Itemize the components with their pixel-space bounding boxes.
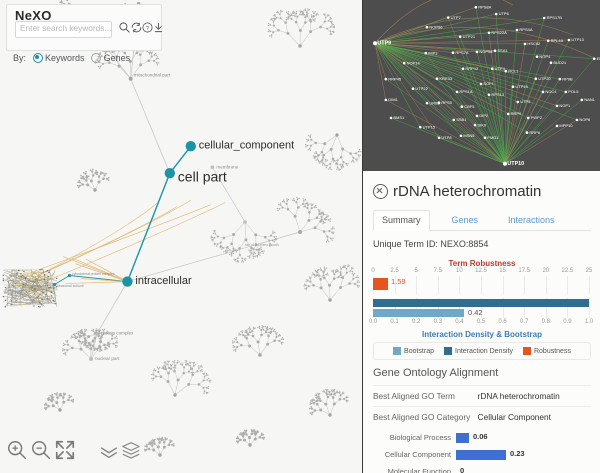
svg-text:RRP45: RRP45 xyxy=(388,76,402,81)
svg-text:UTP21: UTP21 xyxy=(463,34,476,39)
svg-text:NOP58: NOP58 xyxy=(479,49,493,54)
svg-text:RPS17B: RPS17B xyxy=(547,15,563,20)
svg-text:RPS8A: RPS8A xyxy=(478,4,491,9)
svg-text:protein complex: protein complex xyxy=(101,331,134,336)
svg-text:RRP6: RRP6 xyxy=(529,130,540,135)
svg-text:SSB1: SSB1 xyxy=(456,117,467,122)
svg-text:mitochondrial part: mitochondrial part xyxy=(134,73,171,78)
svg-text:IMP3: IMP3 xyxy=(428,50,438,55)
svg-text:FMG1: FMG1 xyxy=(487,135,499,140)
svg-text:UTP8: UTP8 xyxy=(441,135,452,140)
svg-text:RPS13: RPS13 xyxy=(491,92,504,97)
svg-text:cell part: cell part xyxy=(178,169,227,185)
svg-text:site of polarized growth: site of polarized growth xyxy=(245,243,279,247)
svg-text:RCL1: RCL1 xyxy=(508,68,519,73)
svg-text:nuclear part: nuclear part xyxy=(95,356,120,361)
svg-text:UTP10: UTP10 xyxy=(507,161,524,167)
svg-text:SOF1: SOF1 xyxy=(483,81,494,86)
svg-text:UTP6: UTP6 xyxy=(499,11,510,16)
svg-text:MPP10: MPP10 xyxy=(559,123,573,128)
svg-text:RRP9: RRP9 xyxy=(511,111,522,116)
svg-text:NOP1: NOP1 xyxy=(559,103,571,108)
svg-text:RRP12: RRP12 xyxy=(465,66,479,71)
svg-text:ENP1: ENP1 xyxy=(597,56,600,61)
svg-text:RPS1A: RPS1A xyxy=(459,89,472,94)
svg-text:DIM1: DIM1 xyxy=(388,97,398,102)
svg-text:MSN5: MSN5 xyxy=(463,133,475,138)
svg-text:KRE33: KRE33 xyxy=(439,76,452,81)
svg-text:POL5: POL5 xyxy=(568,89,579,94)
svg-text:ribosomal subunit: ribosomal subunit xyxy=(57,284,84,288)
svg-text:BMS1: BMS1 xyxy=(393,115,405,120)
svg-text:RPS7A: RPS7A xyxy=(455,50,468,55)
svg-text:RPS22A: RPS22A xyxy=(491,30,507,35)
svg-text:UTP13: UTP13 xyxy=(571,37,584,42)
svg-text:UTP22: UTP22 xyxy=(415,86,428,91)
svg-text:SIK6: SIK6 xyxy=(477,122,486,127)
svg-text:NOP6: NOP6 xyxy=(579,117,591,122)
svg-text:UTP4: UTP4 xyxy=(495,66,506,71)
svg-text:RP9B: RP9B xyxy=(562,76,573,81)
svg-text:intracellular: intracellular xyxy=(135,275,192,287)
svg-text:cytoskeletal protein complex: cytoskeletal protein complex xyxy=(72,272,115,276)
svg-text:UTP7: UTP7 xyxy=(451,15,462,20)
svg-text:CBF5: CBF5 xyxy=(464,104,475,109)
svg-text:UTP15: UTP15 xyxy=(423,124,436,129)
svg-text:NOP14: NOP14 xyxy=(407,60,421,65)
svg-text:cellular_component: cellular_component xyxy=(199,139,294,151)
svg-text:PWP2: PWP2 xyxy=(531,115,543,120)
svg-text:URB1: URB1 xyxy=(429,100,440,105)
svg-text:NAN1: NAN1 xyxy=(584,97,595,102)
svg-text:NOC4: NOC4 xyxy=(545,89,557,94)
svg-text:UTP9: UTP9 xyxy=(377,40,391,46)
svg-text:NOP56: NOP56 xyxy=(429,24,443,29)
svg-text:RPS5: RPS5 xyxy=(441,100,452,105)
svg-text:BUD21: BUD21 xyxy=(553,60,567,65)
svg-text:RPS4A: RPS4A xyxy=(519,27,532,32)
svg-text:DIP2: DIP2 xyxy=(479,113,489,118)
svg-text:?: ? xyxy=(146,26,149,32)
svg-text:HSC82: HSC82 xyxy=(527,41,541,46)
svg-text:NOP4: NOP4 xyxy=(539,54,551,59)
svg-text:RPL4A: RPL4A xyxy=(551,38,564,43)
svg-text:SSA1: SSA1 xyxy=(497,48,508,53)
svg-text:UTP5: UTP5 xyxy=(520,99,531,104)
svg-text:UTP20: UTP20 xyxy=(538,76,551,81)
svg-text:UTP19: UTP19 xyxy=(515,84,528,89)
